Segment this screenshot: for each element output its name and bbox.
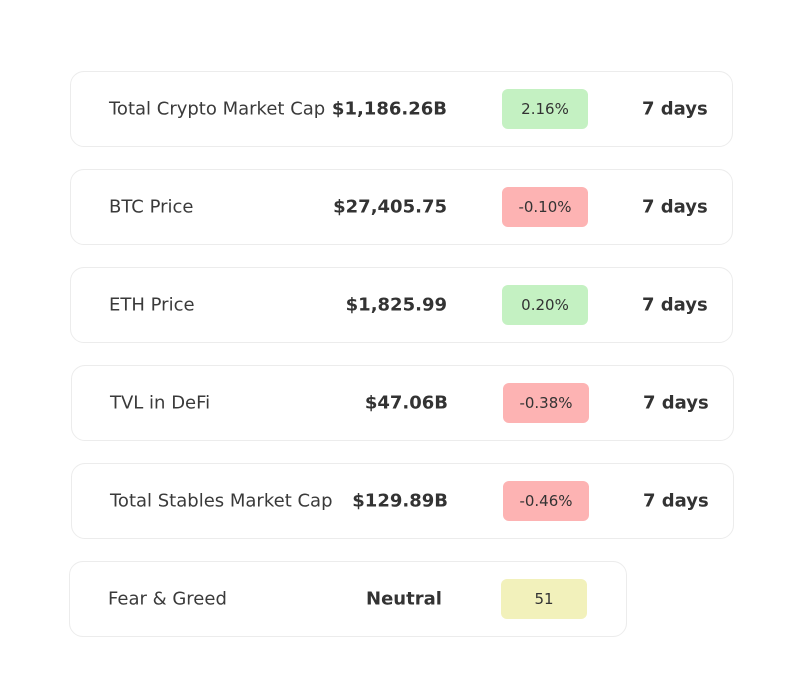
period-label: 7 days xyxy=(642,294,708,316)
metric-value: $27,405.75 xyxy=(333,196,447,218)
metric-label: Total Crypto Market Cap xyxy=(109,98,326,120)
metric-value: $129.89B xyxy=(352,490,448,512)
period-label: 7 days xyxy=(642,196,708,218)
metric-card-btc-price: BTC Price $27,405.75 -0.10% 7 days xyxy=(70,169,733,245)
metric-card-total-stables-market-cap: Total Stables Market Cap $129.89B -0.46%… xyxy=(71,463,734,539)
metric-value: $1,186.26B xyxy=(331,98,447,120)
fear-greed-card: Fear & Greed Neutral 51 xyxy=(69,561,627,637)
metric-label: Total Stables Market Cap xyxy=(110,490,333,512)
period-label: 7 days xyxy=(642,98,708,120)
fear-greed-score-badge: 51 xyxy=(501,579,587,619)
metric-value: $1,825.99 xyxy=(345,294,447,316)
change-badge: -0.46% xyxy=(503,481,589,521)
fear-greed-label: Fear & Greed xyxy=(108,588,227,610)
metric-label: ETH Price xyxy=(109,294,195,316)
change-badge: 2.16% xyxy=(502,89,588,129)
change-badge: -0.38% xyxy=(503,383,589,423)
metric-label: TVL in DeFi xyxy=(110,392,211,414)
change-badge: 0.20% xyxy=(502,285,588,325)
change-badge: -0.10% xyxy=(502,187,588,227)
fear-greed-value: Neutral xyxy=(366,588,442,610)
metric-card-tvl-in-defi: TVL in DeFi $47.06B -0.38% 7 days xyxy=(71,365,734,441)
period-label: 7 days xyxy=(643,392,709,414)
metric-label: BTC Price xyxy=(109,196,194,218)
metric-value: $47.06B xyxy=(364,392,448,414)
metric-card-total-crypto-market-cap: Total Crypto Market Cap $1,186.26B 2.16%… xyxy=(70,71,733,147)
metric-card-eth-price: ETH Price $1,825.99 0.20% 7 days xyxy=(70,267,733,343)
period-label: 7 days xyxy=(643,490,709,512)
